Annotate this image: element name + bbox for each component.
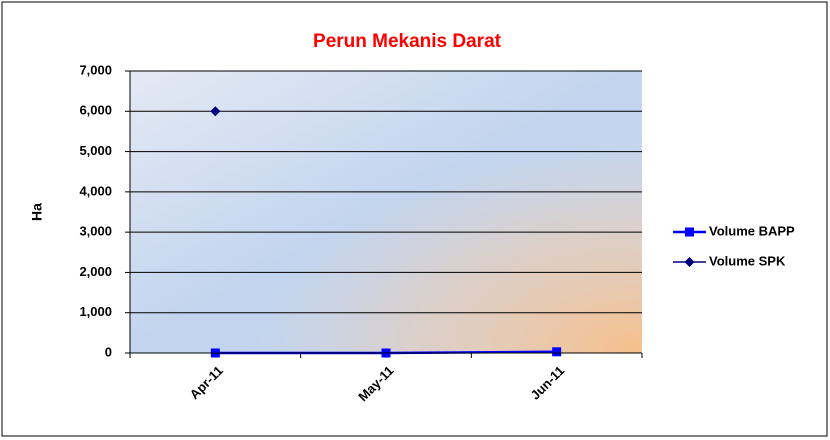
y-axis-label: Ha <box>29 203 45 221</box>
marker <box>685 227 694 237</box>
marker <box>210 106 221 117</box>
y-tick-label: 0 <box>105 344 112 359</box>
legend-label: Volume SPK <box>709 253 786 268</box>
marker <box>552 347 562 357</box>
legend-label: Volume BAPP <box>709 223 795 238</box>
y-tick-label: 1,000 <box>79 304 112 319</box>
y-tick-label: 6,000 <box>79 103 112 118</box>
y-tick-label: 4,000 <box>79 183 112 198</box>
y-tick-label: 7,000 <box>79 62 112 77</box>
y-tick-label: 3,000 <box>79 224 112 239</box>
marker <box>684 257 695 267</box>
y-tick-label: 2,000 <box>79 264 112 279</box>
chart-title: Perun Mekanis Darat <box>313 31 502 52</box>
plot-area-tint <box>130 71 642 353</box>
y-tick-label: 5,000 <box>79 143 112 158</box>
